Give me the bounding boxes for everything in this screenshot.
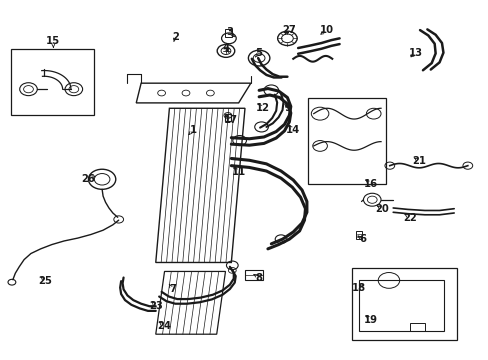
Text: 9: 9 (285, 103, 291, 113)
Text: 12: 12 (256, 103, 269, 113)
Text: 20: 20 (374, 204, 388, 215)
Bar (224, 114, 230, 121)
Text: 14: 14 (285, 125, 300, 135)
Text: 7: 7 (168, 284, 175, 294)
Bar (351, 268, 456, 339)
Text: 26: 26 (81, 174, 95, 184)
Bar (224, 30, 232, 37)
Text: 8: 8 (255, 273, 262, 283)
Text: 17: 17 (224, 115, 237, 125)
Bar (355, 231, 361, 239)
Text: 27: 27 (282, 25, 296, 35)
Text: 15: 15 (46, 36, 61, 46)
Text: 11: 11 (231, 167, 245, 177)
Text: 19: 19 (364, 315, 378, 325)
Bar (358, 280, 444, 330)
Bar (245, 270, 262, 280)
Text: 22: 22 (403, 213, 416, 222)
Text: 23: 23 (148, 301, 163, 311)
Text: 3: 3 (226, 27, 233, 37)
Bar (11, 49, 94, 116)
Text: 21: 21 (411, 156, 425, 166)
Text: 5: 5 (255, 48, 262, 58)
Text: 10: 10 (319, 25, 333, 35)
Text: 18: 18 (351, 283, 366, 293)
Text: 24: 24 (157, 321, 171, 331)
Text: 13: 13 (408, 48, 422, 58)
Text: 1: 1 (189, 125, 197, 135)
Text: 16: 16 (364, 179, 378, 189)
Bar (307, 98, 385, 184)
Text: 4: 4 (222, 43, 229, 53)
Bar (409, 323, 424, 330)
Text: 2: 2 (171, 32, 178, 41)
Text: 25: 25 (39, 276, 52, 286)
Text: 6: 6 (358, 234, 365, 244)
